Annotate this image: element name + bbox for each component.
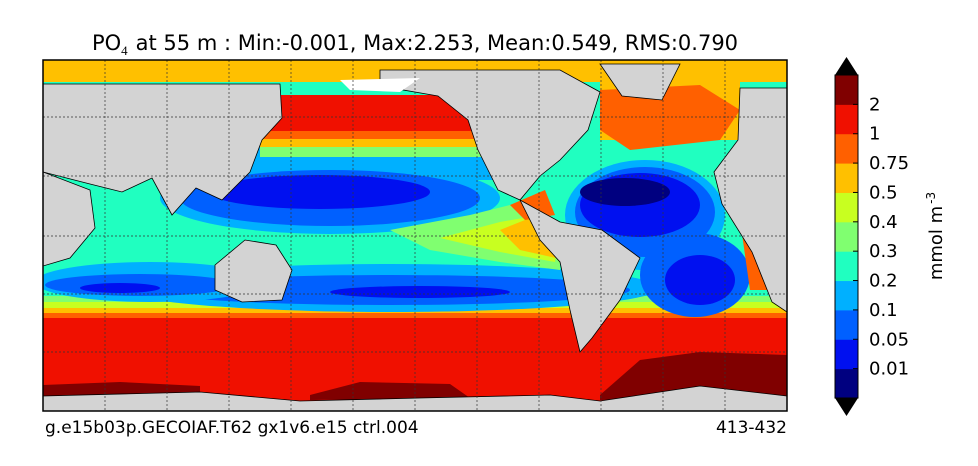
colorbar-segment: [835, 280, 858, 311]
colorbar-frame: [834, 74, 859, 399]
colorbar-tick-label: 2: [869, 94, 880, 115]
colorbar-tick-label: 0.5: [869, 182, 898, 203]
colorbar-tick-label: 0.2: [869, 271, 898, 292]
colorbar-extend-max: [835, 57, 858, 75]
colorbar-segment: [835, 133, 858, 164]
colorbar-tick-label: 0.05: [869, 329, 909, 350]
colorbar-segment: [835, 104, 858, 135]
colorbar-tick-label: 0.75: [869, 153, 909, 174]
title: PO4 at 55 m : Min:-0.001, Max:2.253, Mean…: [92, 31, 738, 58]
colorbar-tick-label: 0.1: [869, 300, 898, 321]
title-rest: at 55 m : Min:-0.001, Max:2.253, Mean:0.…: [136, 31, 738, 55]
colorbar-segment: [835, 163, 858, 193]
title-species: PO: [92, 31, 121, 55]
colorbar-segment: [835, 192, 858, 223]
footer-right: 413-432: [716, 418, 787, 438]
colorbar-tick-label: 0.3: [869, 241, 898, 262]
colorbar-tick-label: 0.01: [869, 359, 909, 380]
colorbar-segment: [835, 368, 858, 399]
colorbar-segment: [835, 309, 858, 340]
colorbar-segment: [835, 251, 858, 282]
colorbar-unit-exponent: -3: [924, 192, 938, 204]
colorbar-label: mmol m -3: [924, 192, 947, 280]
footer-left: g.e15b03p.GECOIAF.T62 gx1v6.e15 ctrl.004: [45, 418, 419, 438]
map: [42, 59, 788, 412]
colorbar-segment: [835, 75, 858, 105]
colorbar-extend-min: [835, 398, 858, 416]
colorbar-unit: mmol m: [926, 206, 947, 280]
colorbar-tick-label: 0.4: [869, 212, 898, 233]
colorbar-segment: [835, 221, 858, 252]
colorbar-tick-label: 1: [869, 124, 880, 145]
colorbar: 0.01 0.05 0.1 0.2 0.3 0.4 0.5 0.75 1 2: [834, 57, 909, 416]
colorbar-segment: [835, 339, 858, 370]
title-subscript: 4: [121, 43, 128, 58]
